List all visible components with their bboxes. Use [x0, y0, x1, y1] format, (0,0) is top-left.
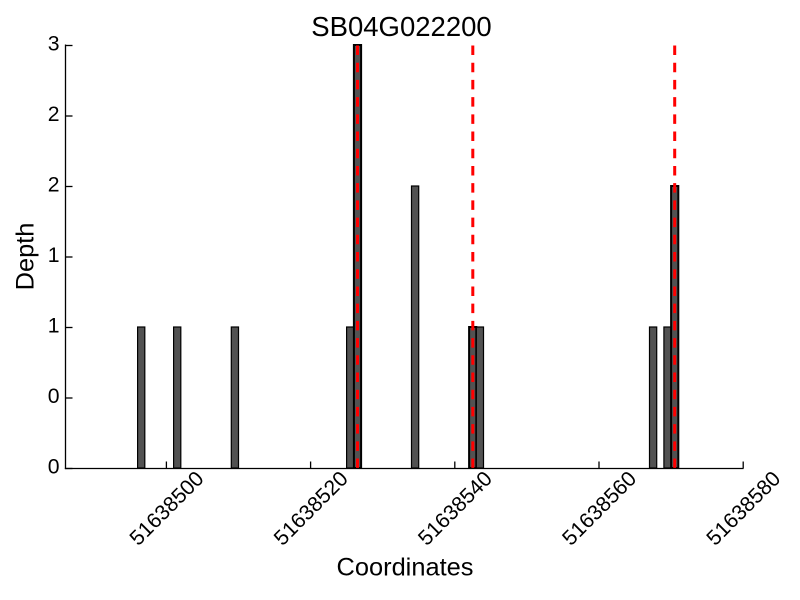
- svg-text:2: 2: [48, 173, 60, 196]
- svg-text:2: 2: [48, 103, 60, 126]
- svg-text:Coordinates: Coordinates: [337, 554, 474, 582]
- svg-text:1: 1: [48, 314, 60, 337]
- svg-text:SB04G022200: SB04G022200: [311, 11, 491, 42]
- svg-text:Depth: Depth: [12, 223, 40, 291]
- svg-text:3: 3: [48, 32, 60, 55]
- svg-text:0: 0: [48, 385, 60, 408]
- svg-text:0: 0: [48, 455, 60, 478]
- svg-text:1: 1: [48, 244, 60, 267]
